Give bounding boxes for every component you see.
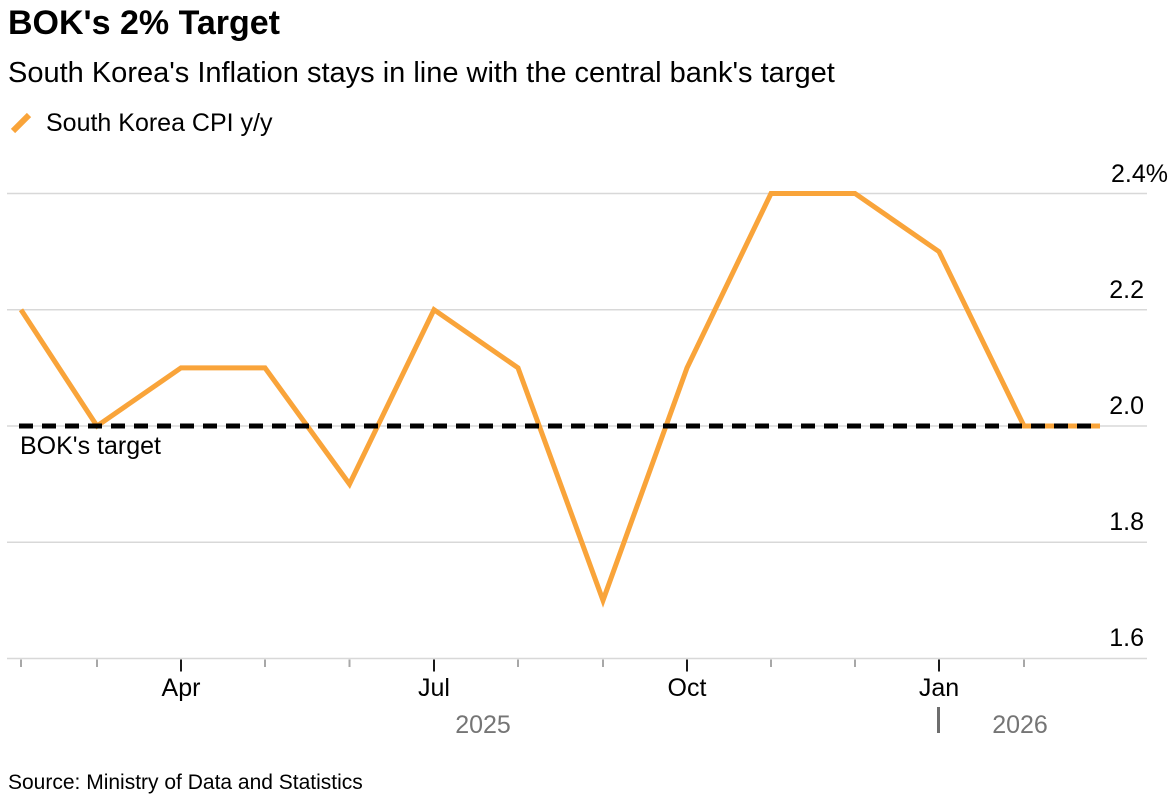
source-text: Source: Ministry of Data and Statistics	[8, 771, 363, 794]
cpi-line	[18, 191, 1100, 608]
chart-subtitle: South Korea's Inflation stays in line wi…	[8, 57, 835, 89]
page-title: BOK's 2% Target	[8, 4, 280, 42]
x-axis-label-jul: Jul	[418, 674, 450, 702]
year-divider-bar	[937, 707, 940, 733]
x-axis-label-apr: Apr	[161, 674, 201, 702]
y-axis-label-1-8: 1.8	[1109, 508, 1144, 536]
y-axis-label-2-2: 2.2	[1109, 276, 1144, 304]
x-axis-label-oct: Oct	[667, 674, 707, 702]
year-label-2026: 2026	[992, 711, 1048, 739]
y-axis-label-2-0: 2.0	[1109, 392, 1144, 420]
year-label-2025: 2025	[455, 711, 511, 739]
legend-series-label: South Korea CPI y/y	[46, 108, 273, 137]
y-axis-label-1-6: 1.6	[1109, 624, 1144, 652]
y-axis-label-2-4: 2.4%	[1111, 160, 1168, 188]
series-line-swatch-icon	[10, 112, 32, 134]
x-axis-label-jan: Jan	[918, 674, 960, 702]
bok-target-label: BOK's target	[20, 432, 161, 460]
legend: South Korea CPI y/y	[10, 108, 273, 138]
